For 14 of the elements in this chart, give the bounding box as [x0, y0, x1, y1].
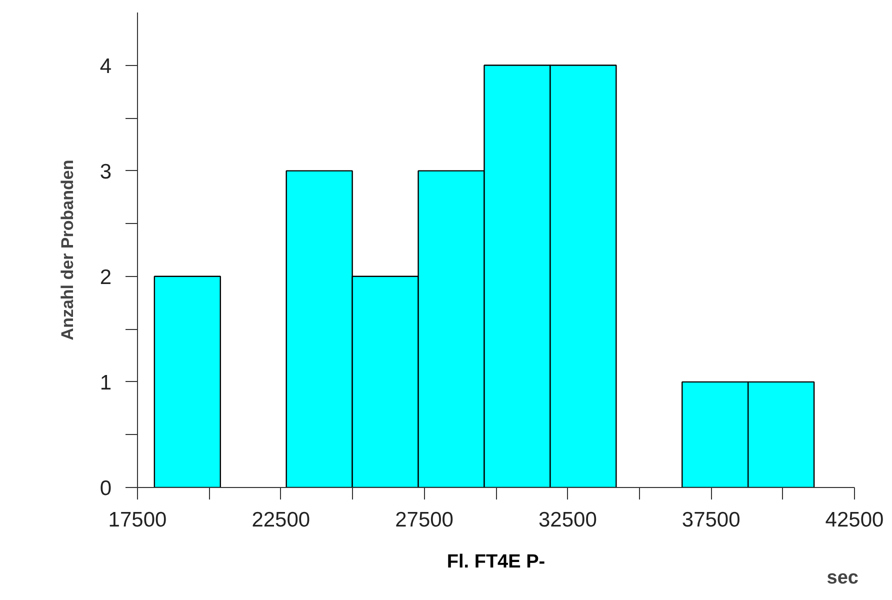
- y-tick-label: 2: [100, 266, 112, 289]
- x-tick-label: 37500: [682, 508, 740, 532]
- x-tick-label: 27500: [395, 508, 454, 532]
- y-tick-label: 0: [100, 477, 112, 500]
- x-axis-title: Fl. FT4E P-: [446, 552, 546, 572]
- y-tick-label: 1: [100, 371, 112, 394]
- x-tick-label: 42500: [825, 508, 884, 532]
- x-tick-label: 32500: [538, 508, 597, 532]
- y-axis-title: Anzahl der Probanden: [58, 160, 77, 340]
- text: sec: [826, 568, 859, 588]
- y-tick-label: 3: [100, 160, 112, 184]
- x-tick-label: 22500: [252, 508, 310, 532]
- y-tick-label: 4: [100, 54, 112, 78]
- x-tick-label: 17500: [108, 508, 167, 532]
